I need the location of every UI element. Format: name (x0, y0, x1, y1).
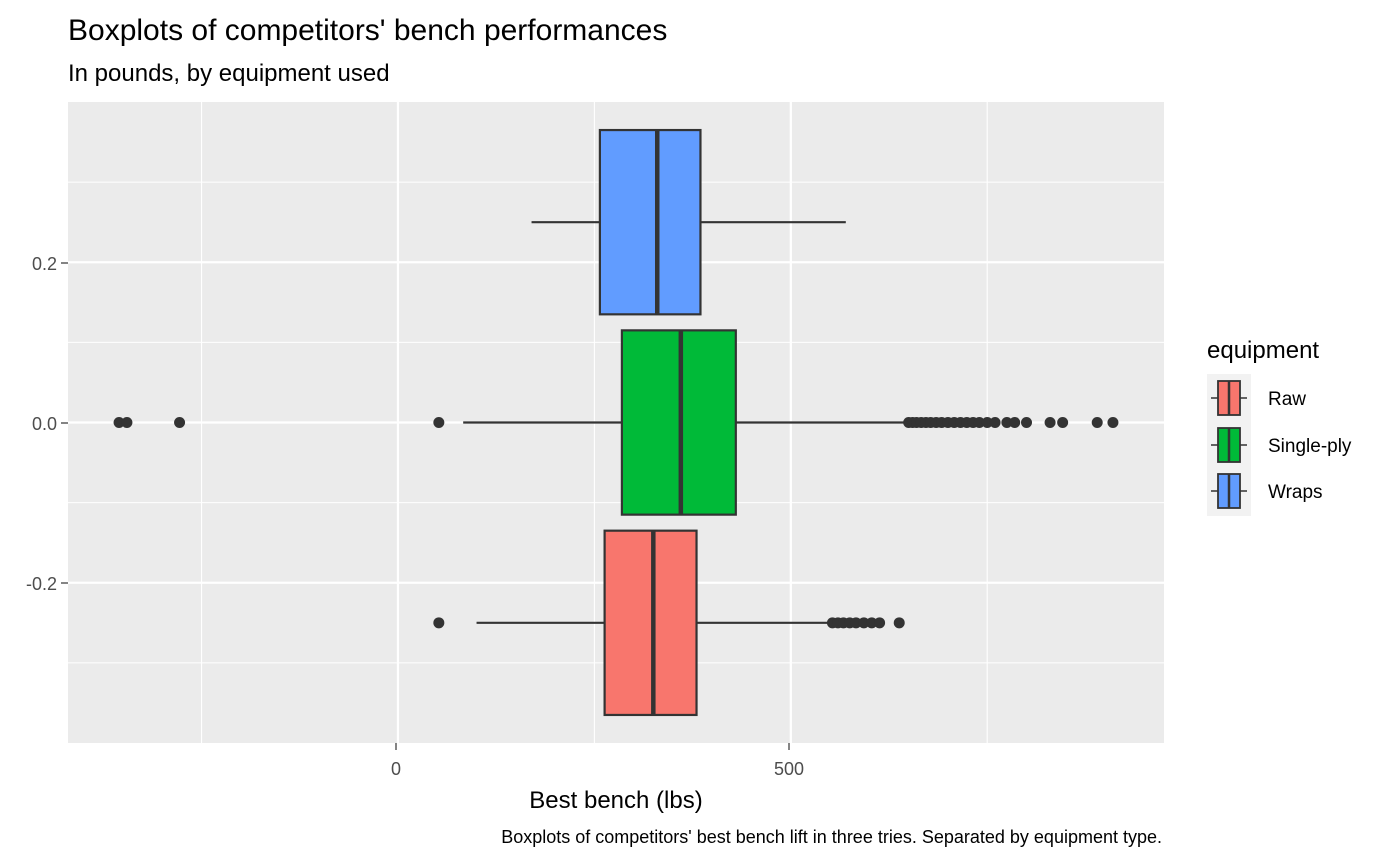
outlier-point (174, 417, 186, 428)
outlier-point (113, 417, 125, 428)
legend-key-single-ply (1211, 427, 1247, 463)
boxplots (113, 128, 1119, 717)
y-tick-label: 0.0 (32, 414, 57, 434)
outlier-point (973, 417, 985, 428)
legend: equipment Raw Single-ply Wraps (1207, 337, 1352, 516)
outlier-point (1107, 417, 1119, 428)
boxplot-raw (433, 529, 905, 717)
y-tick-label: -0.2 (26, 574, 57, 594)
boxplot-wraps (531, 128, 846, 316)
box-iqr (598, 128, 702, 316)
legend-key-raw (1211, 380, 1247, 416)
box-iqr (603, 529, 698, 717)
outlier-point (1091, 417, 1103, 428)
outlier-point (1057, 417, 1069, 428)
outlier-point (433, 417, 445, 428)
outlier-point (1044, 417, 1056, 428)
chart-caption: Boxplots of competitors' best bench lift… (501, 827, 1162, 847)
legend-key-wraps (1211, 473, 1247, 509)
outlier-point (433, 617, 445, 629)
outlier-point (121, 417, 133, 428)
chart-subtitle: In pounds, by equipment used (68, 60, 390, 87)
legend-label-single-ply: Single-ply (1268, 436, 1352, 457)
x-axis: 0 500 (391, 743, 804, 779)
outlier-point (866, 617, 878, 629)
outlier-point (850, 617, 862, 629)
chart-title: Boxplots of competitors' bench performan… (68, 14, 667, 47)
y-tick-label: 0.2 (32, 254, 57, 274)
outlier-point (1009, 417, 1021, 428)
outlier-point (1021, 417, 1033, 428)
outlier-point (1001, 417, 1013, 428)
outlier-point (989, 417, 1001, 428)
boxplot-single-ply (113, 329, 1119, 516)
x-tick-label: 500 (774, 759, 804, 779)
outlier-point (893, 617, 905, 629)
outlier-point (858, 617, 870, 629)
outlier-point (874, 617, 886, 629)
legend-label-wraps: Wraps (1268, 482, 1323, 503)
y-axis: 0.2 0.0 -0.2 (26, 254, 68, 594)
legend-label-raw: Raw (1268, 389, 1306, 410)
outlier-point (981, 417, 993, 428)
legend-title: equipment (1207, 337, 1319, 364)
x-tick-label: 0 (391, 759, 401, 779)
x-axis-title: Best bench (lbs) (529, 787, 702, 814)
